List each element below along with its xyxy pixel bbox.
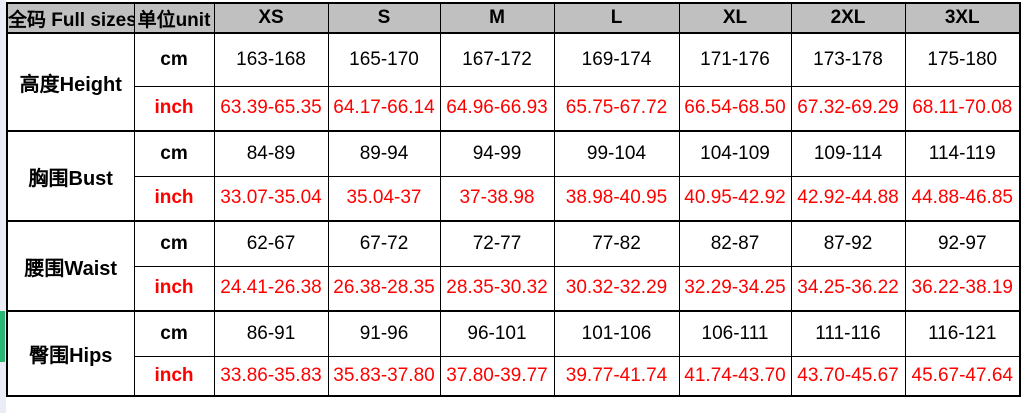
- value-cell[interactable]: 35.83-37.80: [327, 355, 441, 397]
- header-unit[interactable]: 单位unit: [133, 2, 215, 34]
- value-cell[interactable]: 169-174: [553, 32, 680, 87]
- value-cell[interactable]: 33.07-35.04: [213, 175, 329, 222]
- value-cell[interactable]: 37-38.98: [439, 175, 555, 222]
- value-cell[interactable]: 41.74-43.70: [678, 355, 792, 397]
- value-cell[interactable]: 64.17-66.14: [327, 85, 441, 132]
- value-cell[interactable]: 30.32-32.29: [553, 265, 680, 312]
- header-size-xl[interactable]: XL: [678, 2, 792, 34]
- value-cell[interactable]: 167-172: [439, 32, 555, 87]
- value-cell[interactable]: 84-89: [213, 130, 329, 177]
- value-cell[interactable]: 99-104: [553, 130, 680, 177]
- table-row: inch 33.86-35.83 35.83-37.80 37.80-39.77…: [7, 355, 1021, 397]
- value-cell[interactable]: 68.11-70.08: [904, 85, 1021, 132]
- header-full-sizes[interactable]: 全码 Full sizes: [6, 2, 135, 34]
- header-size-m[interactable]: M: [439, 2, 555, 34]
- value-cell[interactable]: 87-92: [790, 220, 906, 267]
- value-cell[interactable]: 44.88-46.85: [904, 175, 1021, 222]
- header-size-l[interactable]: L: [553, 2, 680, 34]
- table-row: 高度Height cm 163-168 165-170 167-172 169-…: [6, 32, 1021, 132]
- value-cell[interactable]: 114-119: [904, 130, 1021, 177]
- value-cell[interactable]: 163-168: [213, 32, 329, 87]
- value-cell[interactable]: 28.35-30.32: [439, 265, 555, 312]
- unit-cm-cell[interactable]: cm: [133, 220, 215, 267]
- value-cell[interactable]: 101-106: [553, 310, 680, 357]
- header-size-xs[interactable]: XS: [213, 2, 329, 34]
- table-row: 臀围Hips cm 86-91 91-96 96-101 101-106 106…: [6, 310, 1021, 397]
- value-cell[interactable]: 175-180: [904, 32, 1021, 87]
- value-cell[interactable]: 36.22-38.19: [904, 265, 1021, 312]
- table-row: inch 24.41-26.38 26.38-28.35 28.35-30.32…: [7, 265, 1021, 312]
- unit-cm-cell[interactable]: cm: [133, 32, 215, 87]
- value-cell[interactable]: 86-91: [213, 310, 329, 357]
- value-cell[interactable]: 39.77-41.74: [553, 355, 680, 397]
- row-label-waist[interactable]: 腰围Waist: [6, 220, 135, 312]
- value-cell[interactable]: 104-109: [678, 130, 792, 177]
- value-cell[interactable]: 72-77: [439, 220, 555, 267]
- unit-cm-cell[interactable]: cm: [133, 310, 215, 357]
- unit-inch-cell[interactable]: inch: [133, 175, 215, 222]
- row-label-height[interactable]: 高度Height: [6, 32, 135, 132]
- unit-inch-cell[interactable]: inch: [133, 85, 215, 132]
- value-cell[interactable]: 38.98-40.95: [553, 175, 680, 222]
- value-cell[interactable]: 65.75-67.72: [553, 85, 680, 132]
- value-cell[interactable]: 62-67: [213, 220, 329, 267]
- value-cell[interactable]: 106-111: [678, 310, 792, 357]
- row-label-bust[interactable]: 胸围Bust: [6, 130, 135, 222]
- value-cell[interactable]: 40.95-42.92: [678, 175, 792, 222]
- header-row: 全码 Full sizes 单位unit XS S M L XL 2XL 3XL: [6, 2, 1021, 34]
- table-row: inch 33.07-35.04 35.04-37 37-38.98 38.98…: [7, 175, 1021, 222]
- value-cell[interactable]: 34.25-36.22: [790, 265, 906, 312]
- value-cell[interactable]: 35.04-37: [327, 175, 441, 222]
- value-cell[interactable]: 82-87: [678, 220, 792, 267]
- value-cell[interactable]: 67-72: [327, 220, 441, 267]
- value-cell[interactable]: 24.41-26.38: [213, 265, 329, 312]
- size-chart-table: 全码 Full sizes 单位unit XS S M L XL 2XL 3XL…: [6, 2, 1021, 397]
- header-size-2xl[interactable]: 2XL: [790, 2, 906, 34]
- value-cell[interactable]: 26.38-28.35: [327, 265, 441, 312]
- value-cell[interactable]: 37.80-39.77: [439, 355, 555, 397]
- value-cell[interactable]: 171-176: [678, 32, 792, 87]
- value-cell[interactable]: 89-94: [327, 130, 441, 177]
- value-cell[interactable]: 63.39-65.35: [213, 85, 329, 132]
- header-size-s[interactable]: S: [327, 2, 441, 34]
- sheet-left-gutter: [0, 0, 6, 413]
- value-cell[interactable]: 42.92-44.88: [790, 175, 906, 222]
- value-cell[interactable]: 33.86-35.83: [213, 355, 329, 397]
- unit-cm-cell[interactable]: cm: [133, 130, 215, 177]
- table-row: inch 63.39-65.35 64.17-66.14 64.96-66.93…: [7, 85, 1021, 132]
- value-cell[interactable]: 77-82: [553, 220, 680, 267]
- value-cell[interactable]: 92-97: [904, 220, 1021, 267]
- value-cell[interactable]: 111-116: [790, 310, 906, 357]
- unit-inch-cell[interactable]: inch: [133, 355, 215, 397]
- value-cell[interactable]: 64.96-66.93: [439, 85, 555, 132]
- table-row: 腰围Waist cm 62-67 67-72 72-77 77-82 82-87…: [6, 220, 1021, 312]
- header-size-3xl[interactable]: 3XL: [904, 2, 1021, 34]
- unit-inch-cell[interactable]: inch: [133, 265, 215, 312]
- table-row: 胸围Bust cm 84-89 89-94 94-99 99-104 104-1…: [6, 130, 1021, 222]
- value-cell[interactable]: 94-99: [439, 130, 555, 177]
- value-cell[interactable]: 116-121: [904, 310, 1021, 357]
- row-label-hips[interactable]: 臀围Hips: [6, 310, 135, 397]
- value-cell[interactable]: 66.54-68.50: [678, 85, 792, 132]
- value-cell[interactable]: 173-178: [790, 32, 906, 87]
- value-cell[interactable]: 43.70-45.67: [790, 355, 906, 397]
- row-selection-indicator: [0, 311, 5, 362]
- value-cell[interactable]: 109-114: [790, 130, 906, 177]
- value-cell[interactable]: 32.29-34.25: [678, 265, 792, 312]
- value-cell[interactable]: 45.67-47.64: [904, 355, 1021, 397]
- value-cell[interactable]: 91-96: [327, 310, 441, 357]
- value-cell[interactable]: 165-170: [327, 32, 441, 87]
- value-cell[interactable]: 96-101: [439, 310, 555, 357]
- value-cell[interactable]: 67.32-69.29: [790, 85, 906, 132]
